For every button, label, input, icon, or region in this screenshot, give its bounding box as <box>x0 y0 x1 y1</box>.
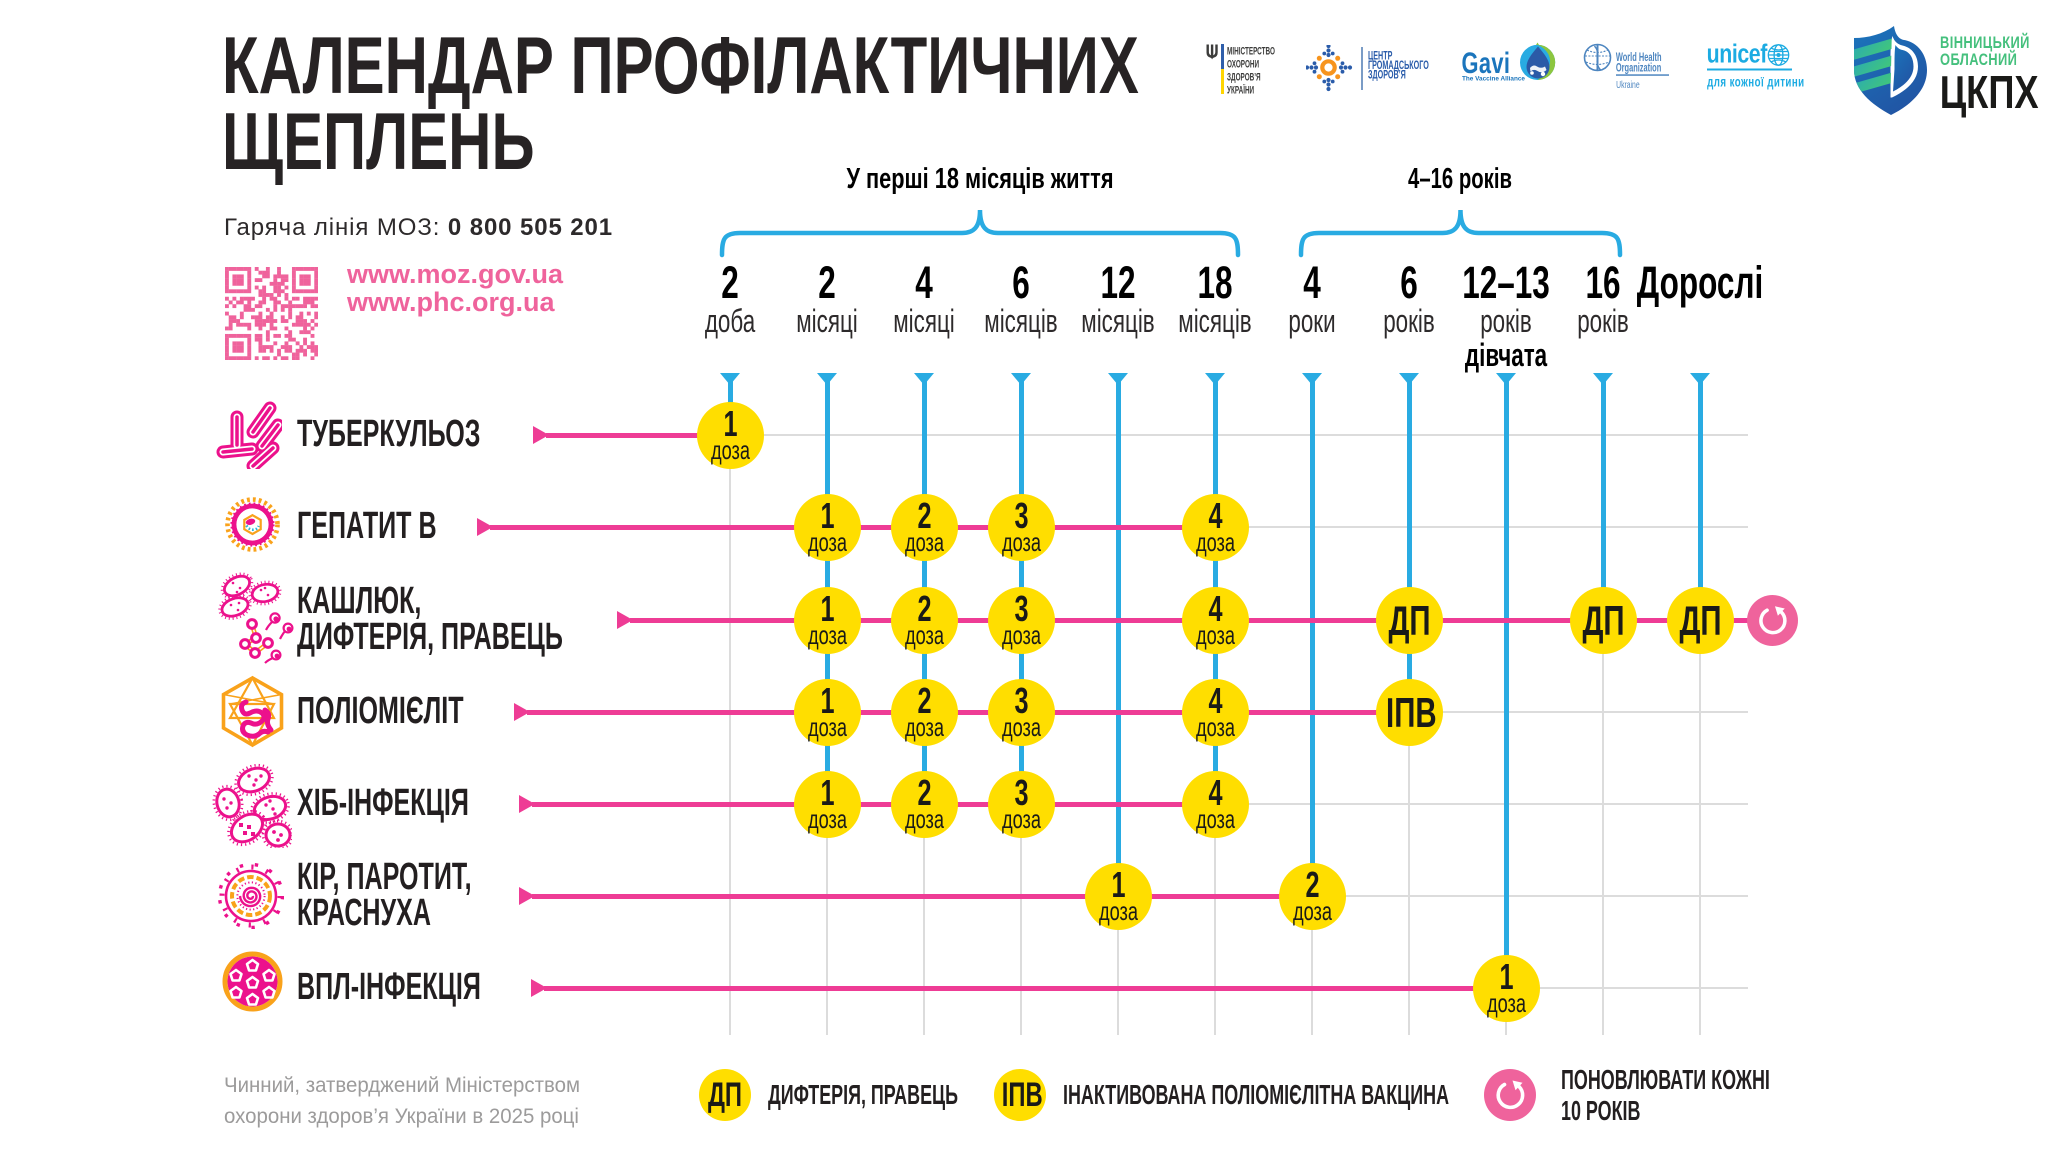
svg-text:ОБЛАСНИЙ: ОБЛАСНИЙ <box>1940 49 2017 69</box>
svg-text:ВІННИЦЬКИЙ: ВІННИЦЬКИЙ <box>1940 32 2030 52</box>
svg-text:World Health: World Health <box>1616 51 1662 64</box>
svg-text:ЗДОРОВ’Я: ЗДОРОВ’Я <box>1368 69 1406 82</box>
svg-text:ОХОРОНИ: ОХОРОНИ <box>1227 58 1259 70</box>
svg-text:ЦЕНТР: ЦЕНТР <box>1368 50 1393 63</box>
svg-text:Gavi: Gavi <box>1461 48 1510 80</box>
svg-text:The Vaccine Alliance: The Vaccine Alliance <box>1462 76 1525 83</box>
svg-text:для кожної дитини: для кожної дитини <box>1707 75 1804 90</box>
svg-text:Organization: Organization <box>1616 62 1661 75</box>
svg-text:МІНІСТЕРСТВО: МІНІСТЕРСТВО <box>1227 45 1275 57</box>
svg-text:ЦКПХ: ЦКПХ <box>1940 66 2039 118</box>
svg-text:ЗДОРОВ’Я: ЗДОРОВ’Я <box>1227 71 1261 83</box>
svg-text:Ukraine: Ukraine <box>1616 79 1640 91</box>
svg-text:УКРАЇНИ: УКРАЇНИ <box>1227 84 1254 95</box>
svg-text:unicef: unicef <box>1707 40 1768 69</box>
svg-text:ГРОМАДСЬКОГО: ГРОМАДСЬКОГО <box>1368 59 1429 72</box>
